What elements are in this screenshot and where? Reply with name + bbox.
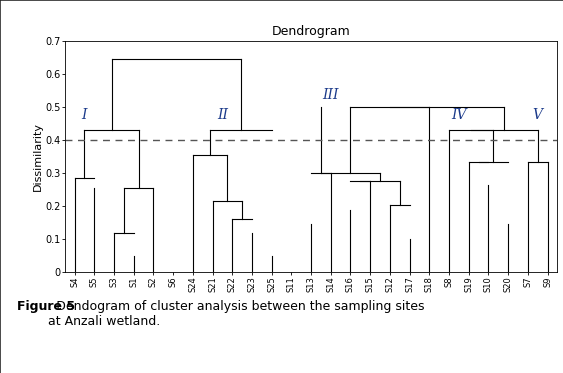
Text: I: I — [82, 108, 87, 122]
Y-axis label: Dissimilarity: Dissimilarity — [33, 122, 42, 191]
Text: : Dendogram of cluster analysis between the sampling sites
at Anzali wetland.: : Dendogram of cluster analysis between … — [48, 300, 425, 328]
Title: Dendrogram: Dendrogram — [272, 25, 350, 38]
Text: II: II — [217, 108, 228, 122]
Text: Figure 5: Figure 5 — [17, 300, 75, 313]
Text: III: III — [323, 88, 339, 102]
Text: V: V — [533, 108, 543, 122]
Text: IV: IV — [451, 108, 467, 122]
